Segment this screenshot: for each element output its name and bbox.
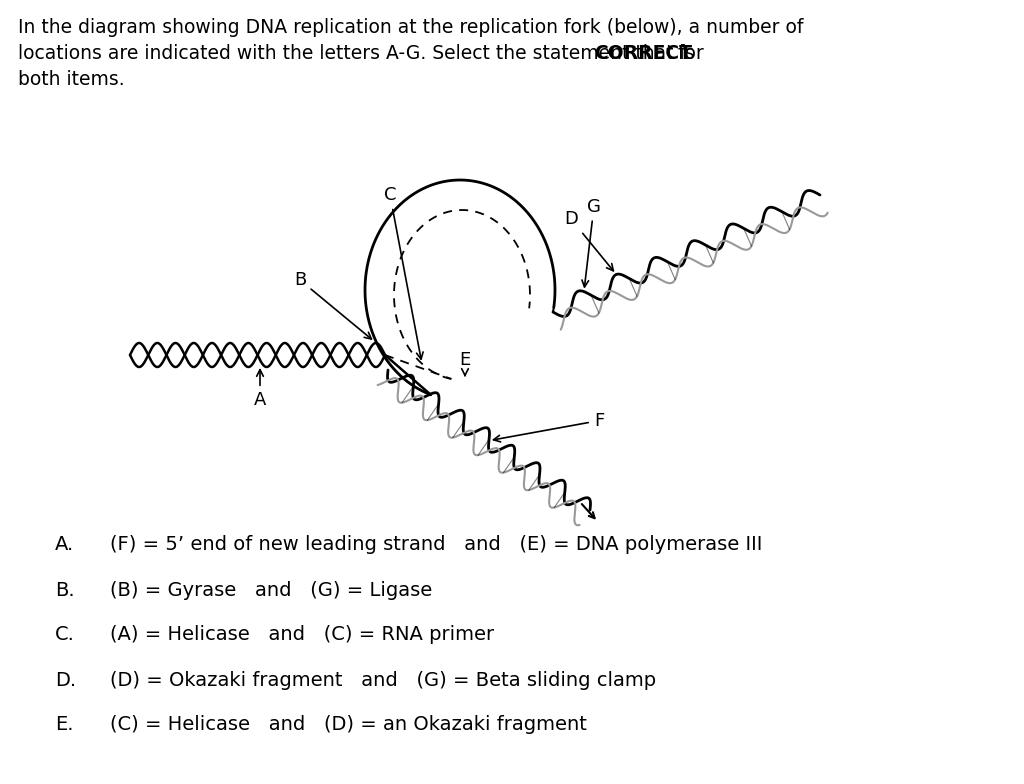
Text: A.: A.	[55, 535, 75, 554]
Text: (B) = Gyrase   and   (G) = Ligase: (B) = Gyrase and (G) = Ligase	[110, 580, 432, 600]
Text: F: F	[494, 412, 604, 442]
Text: CORRECT: CORRECT	[594, 44, 692, 63]
Text: In the diagram showing DNA replication at the replication fork (below), a number: In the diagram showing DNA replication a…	[18, 18, 804, 37]
Text: (A) = Helicase   and   (C) = RNA primer: (A) = Helicase and (C) = RNA primer	[110, 626, 495, 644]
Text: C: C	[384, 186, 423, 359]
Text: (D) = Okazaki fragment   and   (G) = Beta sliding clamp: (D) = Okazaki fragment and (G) = Beta sl…	[110, 670, 656, 689]
Text: D.: D.	[55, 670, 76, 689]
Text: locations are indicated with the letters A-G. Select the statement that is: locations are indicated with the letters…	[18, 44, 700, 63]
Text: E.: E.	[55, 716, 74, 735]
Text: both items.: both items.	[18, 70, 125, 89]
Text: D: D	[564, 210, 613, 270]
Text: B.: B.	[55, 580, 75, 600]
Text: A: A	[254, 369, 266, 409]
Text: for: for	[672, 44, 703, 63]
Text: G: G	[582, 198, 601, 287]
Text: E: E	[460, 351, 471, 376]
Text: C.: C.	[55, 626, 75, 644]
Text: (C) = Helicase   and   (D) = an Okazaki fragment: (C) = Helicase and (D) = an Okazaki frag…	[110, 716, 587, 735]
Text: (F) = 5’ end of new leading strand   and   (E) = DNA polymerase III: (F) = 5’ end of new leading strand and (…	[110, 535, 763, 554]
Text: B: B	[294, 271, 372, 339]
